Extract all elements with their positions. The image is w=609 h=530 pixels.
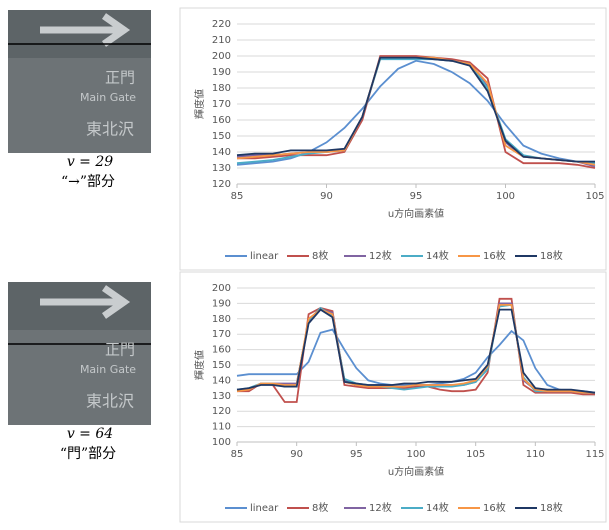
x-axis-label: u方向画素値	[388, 207, 444, 220]
legend-label: 18枚	[540, 249, 563, 262]
x-tick-label: 90	[320, 191, 333, 202]
x-tick-label: 100	[406, 449, 425, 460]
series-line	[237, 305, 595, 393]
y-tick-label: 160	[212, 115, 231, 126]
y-tick-label: 190	[212, 298, 231, 309]
caption: “→”部分	[61, 174, 115, 190]
y-tick-label: 170	[212, 329, 231, 340]
chart-frame	[180, 8, 606, 270]
legend-label: 14枚	[426, 501, 449, 514]
sign-text: 正門	[105, 341, 135, 359]
legend-label: linear	[250, 503, 279, 514]
y-tick-label: 190	[212, 67, 231, 78]
y-tick-label: 140	[212, 147, 231, 158]
legend-label: 8枚	[312, 249, 328, 262]
y-tick-label: 140	[212, 375, 231, 386]
sign-band	[8, 282, 151, 330]
x-axis-label: u方向画素値	[388, 465, 444, 478]
legend-label: 16枚	[483, 501, 506, 514]
y-tick-label: 130	[212, 391, 231, 402]
sign-band	[8, 10, 151, 58]
x-tick-label: 85	[231, 449, 244, 460]
y-tick-label: 170	[212, 99, 231, 110]
series-line	[237, 58, 595, 165]
x-tick-label: 105	[585, 191, 604, 202]
x-tick-label: 105	[466, 449, 485, 460]
y-tick-label: 220	[212, 19, 231, 30]
x-tick-label: 115	[585, 449, 604, 460]
x-tick-label: 85	[231, 191, 244, 202]
caption: “門”部分	[60, 446, 116, 462]
chart-frame	[180, 272, 606, 522]
v-label: v = 29	[67, 154, 113, 170]
sign-text: Main Gate	[80, 91, 136, 104]
sign-text: 正門	[105, 69, 135, 87]
y-axis-label: 輝度値	[193, 89, 206, 119]
series-line	[237, 61, 595, 165]
y-tick-label: 110	[212, 422, 231, 433]
y-axis-label: 輝度値	[193, 350, 206, 380]
figure: 正門Main Gate東北沢v = 29“→”部分正門Main Gate東北沢v…	[0, 0, 609, 526]
page: 正門Main Gate東北沢v = 29“→”部分正門Main Gate東北沢v…	[0, 0, 609, 530]
x-tick-label: 100	[496, 191, 515, 202]
y-tick-label: 180	[212, 314, 231, 325]
y-tick-label: 150	[212, 131, 231, 142]
y-tick-label: 210	[212, 35, 231, 46]
sign-text: Main Gate	[80, 363, 136, 376]
series-line	[237, 303, 595, 392]
y-tick-label: 200	[212, 51, 231, 62]
y-tick-label: 180	[212, 83, 231, 94]
legend-label: 12枚	[369, 249, 392, 262]
x-tick-label: 95	[350, 449, 363, 460]
y-tick-label: 150	[212, 360, 231, 371]
sign-text: 東北沢	[86, 392, 134, 411]
y-tick-label: 100	[212, 437, 231, 448]
x-tick-label: 110	[526, 449, 545, 460]
legend-label: linear	[250, 251, 279, 262]
y-tick-label: 160	[212, 345, 231, 356]
y-tick-label: 130	[212, 163, 231, 174]
y-tick-label: 200	[212, 283, 231, 294]
x-tick-label: 90	[290, 449, 303, 460]
y-tick-label: 120	[212, 179, 231, 190]
sign-text: 東北沢	[86, 120, 134, 139]
v-label: v = 64	[67, 426, 113, 442]
y-tick-label: 120	[212, 406, 231, 417]
series-line	[237, 59, 595, 163]
x-tick-label: 95	[410, 191, 423, 202]
legend-label: 14枚	[426, 249, 449, 262]
series-line	[237, 305, 595, 393]
series-line	[237, 58, 595, 162]
legend-label: 8枚	[312, 501, 328, 514]
legend-label: 12枚	[369, 501, 392, 514]
legend-label: 18枚	[540, 501, 563, 514]
legend-label: 16枚	[483, 249, 506, 262]
